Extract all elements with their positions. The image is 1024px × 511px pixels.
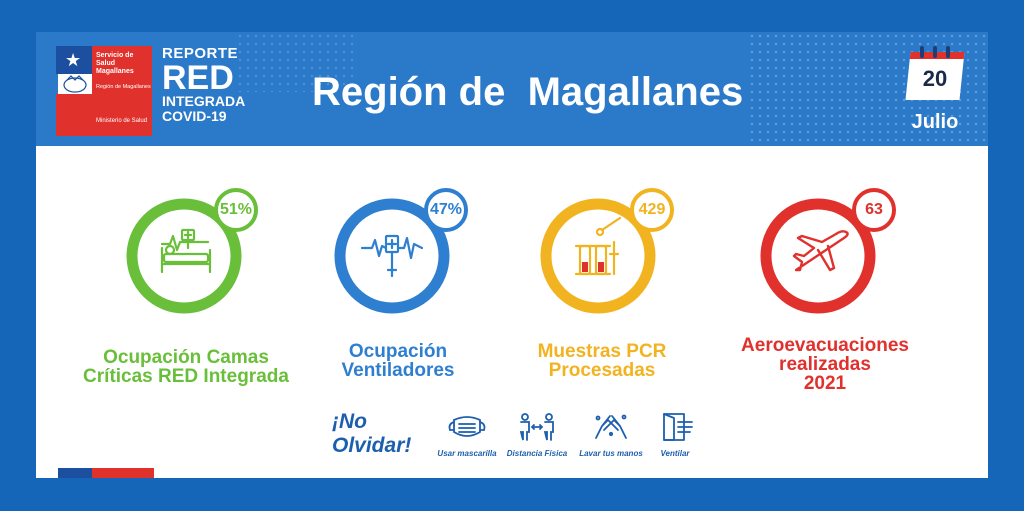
air-evacuations-label: Aeroevacuaciones realizadas 2021 bbox=[720, 336, 930, 393]
coat-of-arms-icon bbox=[58, 74, 92, 94]
ventilators-label: Ocupación Ventiladores bbox=[310, 342, 486, 380]
flag-stripe-red bbox=[92, 468, 154, 478]
calendar-icon: 20 Julio bbox=[904, 46, 966, 136]
test-tubes-icon bbox=[540, 198, 656, 314]
beds-label-line1: Ocupación Camas bbox=[103, 347, 269, 368]
calendar-ring bbox=[946, 46, 950, 58]
air-evacuations-label-line1: Aeroevacuaciones bbox=[741, 335, 909, 356]
beds-label: Ocupación Camas Críticas RED Integrada bbox=[66, 348, 306, 386]
covid-line: COVID-19 bbox=[162, 108, 227, 124]
airplane-icon bbox=[760, 198, 876, 314]
header-dot-pattern-left bbox=[236, 32, 356, 92]
page-title: Región de Magallanes bbox=[312, 70, 744, 114]
ministry-logo: ★ Servicio de Salud Magallanes Región de… bbox=[56, 46, 156, 136]
reminder-item-distance: Distancia Física bbox=[502, 412, 572, 458]
flag-stripe bbox=[58, 468, 154, 478]
ventilator-icon bbox=[334, 198, 450, 314]
star-icon: ★ bbox=[65, 50, 82, 70]
logo-red-field-lower bbox=[56, 94, 92, 136]
air-evacuations-label-line3: 2021 bbox=[803, 373, 847, 394]
distance-icon bbox=[519, 413, 554, 441]
hand-wash-icon bbox=[595, 414, 627, 439]
ventilate-label: Ventilar bbox=[660, 449, 690, 458]
pcr-label-line2: Procesadas bbox=[548, 360, 656, 381]
integrada-line: INTEGRADA bbox=[162, 93, 246, 109]
air-evacuations-badge: 63 bbox=[852, 188, 896, 232]
report-header: ★ Servicio de Salud Magallanes Región de… bbox=[36, 32, 988, 146]
report-badge-text: REPORTE RED INTEGRADA COVID-19 bbox=[162, 46, 245, 124]
beds-label-line2: Críticas RED Integrada bbox=[83, 366, 289, 387]
logo-service-name: Servicio de Salud Magallanes bbox=[96, 52, 134, 75]
reminder-heading: ¡No Olvidar! bbox=[332, 410, 442, 458]
distance-label: Distancia Física bbox=[506, 449, 568, 458]
reporte-line: REPORTE bbox=[162, 45, 239, 62]
ventilators-occupancy-badge: 47% bbox=[424, 188, 468, 232]
pcr-samples-badge: 429 bbox=[630, 188, 674, 232]
hand-wash-label: Lavar tus manos bbox=[579, 449, 643, 458]
pcr-label-line1: Muestras PCR bbox=[537, 341, 667, 362]
reminder-item-ventilate: Ventilar bbox=[650, 412, 700, 458]
logo-blue-field bbox=[56, 46, 92, 74]
reminder-heading-line1: ¡No bbox=[332, 410, 367, 433]
reminder-item-handwash: Lavar tus manos bbox=[576, 412, 646, 458]
window-icon bbox=[663, 413, 693, 441]
hospital-bed-icon bbox=[126, 198, 242, 314]
mask-label: Usar mascarilla bbox=[437, 449, 497, 458]
calendar-ring bbox=[933, 46, 937, 58]
logo-region-name: Región de Magallanes bbox=[96, 84, 151, 90]
mask-icon bbox=[448, 416, 486, 437]
ventilators-label-line2: Ventiladores bbox=[341, 360, 455, 381]
calendar-ring bbox=[920, 46, 924, 58]
ventilators-label-line1: Ocupación bbox=[348, 341, 448, 362]
red-line: RED bbox=[162, 59, 234, 97]
report-card: ★ Servicio de Salud Magallanes Región de… bbox=[36, 32, 988, 478]
logo-ministry-name: Ministerio de Salud bbox=[96, 118, 148, 124]
flag-stripe-blue bbox=[58, 468, 92, 478]
calendar-month: Julio bbox=[911, 111, 959, 133]
pcr-label: Muestras PCR Procesadas bbox=[512, 342, 692, 380]
beds-occupancy-badge: 51% bbox=[214, 188, 258, 232]
calendar-day: 20 bbox=[922, 66, 948, 91]
air-evacuations-label-line2: realizadas bbox=[779, 354, 871, 375]
reminder-heading-line2: Olvidar! bbox=[332, 434, 412, 457]
reminder-item-mask: Usar mascarilla bbox=[432, 412, 502, 458]
logo-red-field bbox=[92, 46, 152, 136]
